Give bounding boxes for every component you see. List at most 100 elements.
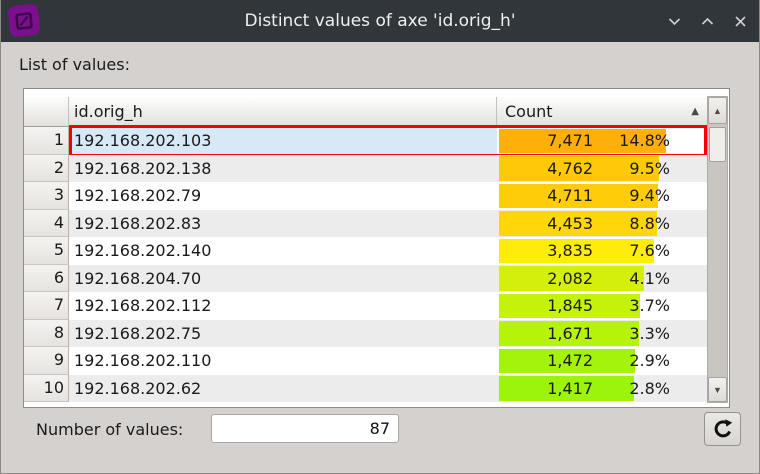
count-cell[interactable]: 1,845 3.7% bbox=[497, 292, 707, 320]
app-logo-glyph bbox=[15, 11, 33, 30]
count-value: 1,417 bbox=[547, 378, 593, 398]
table-header-row: id.orig_h Count ▲ bbox=[24, 97, 707, 127]
row-number-header[interactable]: 1 bbox=[24, 127, 69, 155]
count-bar bbox=[499, 293, 640, 318]
row-number-header[interactable]: 6 bbox=[24, 264, 69, 292]
scroll-down-icon: ▼ bbox=[713, 384, 722, 395]
count-percent: 9.5% bbox=[629, 158, 670, 178]
window-title: Distinct values of axe 'id.orig_h' bbox=[244, 11, 516, 31]
sort-ascending-icon: ▲ bbox=[691, 106, 699, 117]
table-row: 4 192.168.202.83 4,453 8.8% bbox=[24, 209, 707, 237]
count-cell[interactable]: 1,417 2.8% bbox=[497, 374, 707, 402]
ip-value-cell[interactable]: 192.168.204.70 bbox=[69, 264, 497, 292]
ip-value-cell[interactable]: 192.168.202.138 bbox=[69, 154, 497, 182]
vertical-scrollbar[interactable]: ▲ ▼ bbox=[707, 96, 728, 403]
count-percent: 2.8% bbox=[629, 378, 670, 398]
ip-value-cell[interactable]: 192.168.202.83 bbox=[69, 209, 497, 237]
close-icon bbox=[734, 15, 746, 27]
count-value: 3,835 bbox=[547, 241, 593, 260]
titlebar-buttons bbox=[662, 0, 752, 42]
count-bar bbox=[499, 266, 644, 291]
ip-value-cell[interactable]: 192.168.202.75 bbox=[69, 319, 497, 347]
table-row: 7 192.168.202.112 1,845 3.7% bbox=[24, 292, 707, 320]
minimize-button[interactable] bbox=[662, 9, 686, 33]
ip-value-cell[interactable]: 192.168.202.140 bbox=[69, 237, 497, 265]
table-row: 3 192.168.202.79 4,711 9.4% bbox=[24, 182, 707, 210]
table-row: 8 192.168.202.75 1,671 3.3% bbox=[24, 319, 707, 347]
count-cell[interactable]: 4,711 9.4% bbox=[497, 182, 707, 210]
close-button[interactable] bbox=[728, 9, 752, 33]
count-value: 4,762 bbox=[547, 158, 593, 178]
count-bar bbox=[499, 348, 635, 373]
ip-value-cell[interactable]: 192.168.202.103 bbox=[69, 127, 497, 155]
table-row: 5 192.168.202.140 3,835 7.6% bbox=[24, 237, 707, 265]
scrollbar-thumb[interactable] bbox=[709, 127, 726, 162]
column-header-label: id.orig_h bbox=[74, 102, 143, 121]
row-number-header[interactable]: 4 bbox=[24, 209, 69, 237]
count-cell[interactable]: 3,835 7.6% bbox=[497, 237, 707, 265]
row-number-header[interactable]: 7 bbox=[24, 292, 69, 320]
scroll-up-button[interactable]: ▲ bbox=[708, 97, 727, 124]
count-bar bbox=[499, 183, 658, 208]
count-percent: 8.8% bbox=[629, 213, 670, 233]
count-cell[interactable]: 7,471 14.8% bbox=[497, 127, 707, 155]
count-bar bbox=[499, 321, 639, 346]
titlebar: Distinct values of axe 'id.orig_h' bbox=[1, 0, 759, 42]
count-bar bbox=[499, 128, 666, 153]
row-number-header[interactable]: 10 bbox=[24, 374, 69, 402]
ip-value-cell[interactable]: 192.168.202.79 bbox=[69, 182, 497, 210]
row-number-header[interactable]: 5 bbox=[24, 237, 69, 265]
row-number-header[interactable]: 2 bbox=[24, 154, 69, 182]
table-row: 2 192.168.202.138 4,762 9.5% bbox=[24, 154, 707, 182]
count-value: 4,453 bbox=[547, 213, 593, 233]
table-row: 10 192.168.202.62 1,417 2.8% bbox=[24, 374, 707, 402]
count-percent: 3.3% bbox=[629, 323, 670, 343]
list-of-values-label: List of values: bbox=[19, 55, 130, 74]
count-cell[interactable]: 1,671 3.3% bbox=[497, 319, 707, 347]
table-row: 9 192.168.202.110 1,472 2.9% bbox=[24, 347, 707, 375]
minimize-icon bbox=[668, 17, 680, 25]
count-percent: 3.7% bbox=[629, 296, 670, 315]
number-of-values-label: Number of values: bbox=[36, 420, 184, 439]
count-cell[interactable]: 4,762 9.5% bbox=[497, 154, 707, 182]
app-icon[interactable] bbox=[7, 3, 41, 38]
maximize-icon bbox=[701, 17, 713, 25]
count-value: 2,082 bbox=[547, 268, 593, 288]
count-value: 1,472 bbox=[547, 351, 593, 370]
column-header-label: Count bbox=[505, 102, 553, 121]
ip-value-cell[interactable]: 192.168.202.110 bbox=[69, 347, 497, 375]
count-bar bbox=[499, 376, 634, 401]
count-cell[interactable]: 1,472 2.9% bbox=[497, 347, 707, 375]
count-percent: 4.1% bbox=[629, 268, 670, 288]
table-corner-button[interactable] bbox=[24, 97, 69, 127]
count-percent: 2.9% bbox=[629, 351, 670, 370]
scroll-up-icon: ▲ bbox=[713, 105, 722, 116]
ip-value-cell[interactable]: 192.168.202.112 bbox=[69, 292, 497, 320]
ip-value-cell[interactable]: 192.168.202.62 bbox=[69, 374, 497, 402]
row-number-header[interactable]: 3 bbox=[24, 182, 69, 210]
count-percent: 14.8% bbox=[619, 131, 670, 150]
count-bar bbox=[499, 238, 654, 263]
refresh-button[interactable] bbox=[704, 412, 741, 446]
number-of-values-field[interactable] bbox=[211, 414, 399, 443]
count-cell[interactable]: 4,453 8.8% bbox=[497, 209, 707, 237]
count-value: 4,711 bbox=[547, 186, 593, 205]
count-value: 1,845 bbox=[547, 296, 593, 315]
table-row: 6 192.168.204.70 2,082 4.1% bbox=[24, 264, 707, 292]
maximize-button[interactable] bbox=[695, 9, 719, 33]
count-value: 1,671 bbox=[547, 323, 593, 343]
row-number-header[interactable]: 9 bbox=[24, 347, 69, 375]
count-cell[interactable]: 2,082 4.1% bbox=[497, 264, 707, 292]
count-percent: 9.4% bbox=[629, 186, 670, 205]
count-percent: 7.6% bbox=[629, 241, 670, 260]
column-header-id-orig-h[interactable]: id.orig_h bbox=[69, 97, 497, 127]
refresh-icon bbox=[714, 419, 732, 438]
table-row: 1 192.168.202.103 7,471 14.8% bbox=[24, 125, 707, 156]
column-header-count[interactable]: Count ▲ bbox=[497, 97, 707, 127]
count-value: 7,471 bbox=[547, 131, 593, 150]
count-bar bbox=[499, 211, 657, 236]
row-number-header[interactable]: 8 bbox=[24, 319, 69, 347]
count-bar bbox=[499, 156, 659, 181]
scroll-down-button[interactable]: ▼ bbox=[708, 377, 727, 402]
